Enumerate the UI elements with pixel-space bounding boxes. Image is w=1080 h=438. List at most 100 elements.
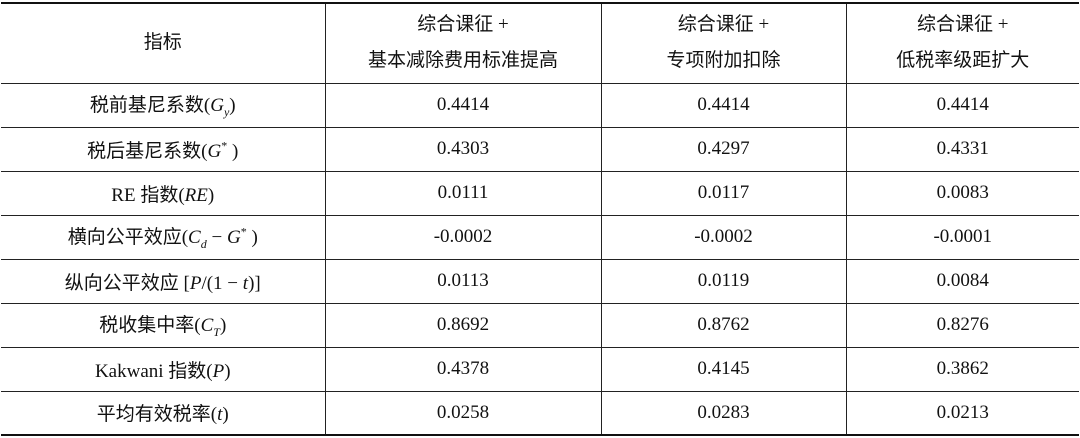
table-row: 横向公平效应(Cd − G* ) -0.0002 -0.0002 -0.0001 [1, 215, 1079, 259]
label-part: t [242, 272, 249, 294]
label-part: ) [224, 360, 231, 382]
value-text: -0.0002 [433, 226, 493, 247]
label-part: /(1 − [201, 272, 243, 294]
row-label: Kakwani 指数(P) [1, 347, 325, 391]
label-part: ) [219, 315, 227, 337]
value-cell: 0.0113 [324, 259, 601, 303]
label-part: ) [246, 227, 258, 249]
value-text: 0.4414 [936, 94, 989, 115]
value-text: 0.0258 [436, 401, 490, 423]
value-text: 0.0111 [437, 182, 489, 203]
header-text: 综合课征 + [417, 14, 509, 36]
value-text: -0.0002 [694, 226, 753, 247]
value-text: 0.0119 [697, 270, 750, 291]
label-part: ) [222, 404, 229, 426]
value-cell: 0.4378 [324, 347, 601, 391]
value-cell: -0.0001 [845, 215, 1079, 259]
table-row: RE 指数(RE) 0.0111 0.0117 0.0083 [1, 171, 1079, 215]
label-part: RE [184, 184, 208, 206]
value-cell: 0.8762 [600, 303, 846, 347]
header-cell: 综合课征 + 低税率级距扩大 [845, 3, 1079, 83]
value-text: 0.8692 [436, 314, 490, 335]
label-part: t [217, 404, 223, 426]
label-part: )] [248, 272, 261, 294]
label-part: G [207, 140, 222, 162]
label-part: ) [207, 184, 215, 206]
value-text: 0.4414 [697, 94, 750, 115]
row-label: 横向公平效应(Cd − G* ) [1, 215, 325, 259]
value-cell: 0.0283 [600, 391, 846, 435]
value-text: 0.4297 [697, 138, 750, 159]
value-cell: 0.4414 [324, 83, 601, 127]
value-text: 0.4414 [436, 94, 490, 115]
row-label: RE 指数(RE) [1, 171, 325, 215]
label-part: C [200, 315, 214, 337]
value-cell: 0.0084 [845, 259, 1079, 303]
value-text: 0.8762 [697, 314, 750, 335]
header-text: 综合课征 + [917, 14, 1009, 36]
value-cell: 0.0111 [324, 171, 601, 215]
value-text: 0.4378 [436, 358, 490, 379]
value-cell: -0.0002 [324, 215, 601, 259]
label-part: 平均有效税率( [96, 404, 218, 426]
header-text: 指标 [143, 32, 182, 54]
label-part: P [212, 360, 225, 382]
label-part: ) [227, 140, 239, 162]
value-cell: -0.0002 [600, 215, 846, 259]
label-part: P [189, 272, 202, 294]
value-text: 0.8276 [936, 314, 989, 335]
value-text: 0.0083 [936, 182, 989, 203]
label-part: RE 指数( [111, 184, 185, 206]
label-part: T [213, 324, 220, 339]
header-row: 指标 综合课征 + 基本减除费用标准提高 综合课征 + 专项附加扣除 综合课征 + 低税率级… [1, 3, 1079, 83]
header-cell: 综合课征 + 专项附加扣除 [600, 3, 846, 83]
value-cell: 0.8692 [324, 303, 601, 347]
table-header: 指标 综合课征 + 基本减除费用标准提高 综合课征 + 专项附加扣除 综合课征 + 低税率级… [1, 3, 1079, 83]
table-row: 税前基尼系数(Gy) 0.4414 0.4414 0.4414 [1, 83, 1079, 127]
table-row: Kakwani 指数(P) 0.4378 0.4145 0.3862 [1, 347, 1079, 391]
value-cell: 0.4303 [324, 127, 601, 171]
label-part: 横向公平效应( [67, 227, 189, 249]
row-label: 平均有效税率(t) [1, 391, 325, 435]
value-cell: 0.0083 [845, 171, 1079, 215]
row-label: 税后基尼系数(G* ) [1, 127, 325, 171]
header-cell: 综合课征 + 基本减除费用标准提高 [324, 3, 601, 83]
value-text: -0.0001 [933, 226, 993, 247]
header-text: 低税率级距扩大 [896, 50, 1030, 72]
label-part: ) [229, 95, 236, 117]
value-text: 0.3862 [936, 358, 989, 379]
value-text: 0.4331 [936, 138, 989, 159]
label-part: 税前基尼系数( [89, 95, 211, 117]
table-row: 税后基尼系数(G* ) 0.4303 0.4297 0.4331 [1, 127, 1079, 171]
value-cell: 0.8276 [845, 303, 1079, 347]
row-label: 纵向公平效应 [P/(1 − t)] [1, 259, 325, 303]
label-part: − [206, 227, 227, 249]
row-label: 税前基尼系数(Gy) [1, 83, 325, 127]
row-label: 税收集中率(CT) [1, 303, 325, 347]
table-row: 税收集中率(CT) 0.8692 0.8762 0.8276 [1, 303, 1079, 347]
value-cell: 0.4145 [600, 347, 846, 391]
label-part: 纵向公平效应 [ [64, 272, 190, 294]
value-cell: 0.0119 [600, 259, 846, 303]
value-text: 0.0113 [437, 270, 489, 291]
value-cell: 0.0213 [845, 391, 1079, 435]
label-part: G [226, 227, 241, 249]
label-part: d [200, 236, 207, 251]
label-part: Kakwani 指数( [94, 360, 213, 382]
value-cell: 0.4297 [600, 127, 846, 171]
table-row: 纵向公平效应 [P/(1 − t)] 0.0113 0.0119 0.0084 [1, 259, 1079, 303]
label-part: * [240, 224, 247, 239]
label-part: 税收集中率( [99, 315, 201, 337]
value-text: 0.4303 [436, 138, 490, 159]
value-cell: 0.4414 [600, 83, 846, 127]
header-cell: 指标 [1, 3, 325, 83]
label-part: C [188, 227, 201, 249]
label-part: y [223, 104, 230, 119]
table-row: 平均有效税率(t) 0.0258 0.0283 0.0213 [1, 391, 1079, 435]
header-text: 基本减除费用标准提高 [367, 50, 558, 72]
header-text: 综合课征 + [677, 14, 770, 36]
value-text: 0.0283 [697, 401, 750, 423]
value-text: 0.0117 [697, 182, 750, 203]
